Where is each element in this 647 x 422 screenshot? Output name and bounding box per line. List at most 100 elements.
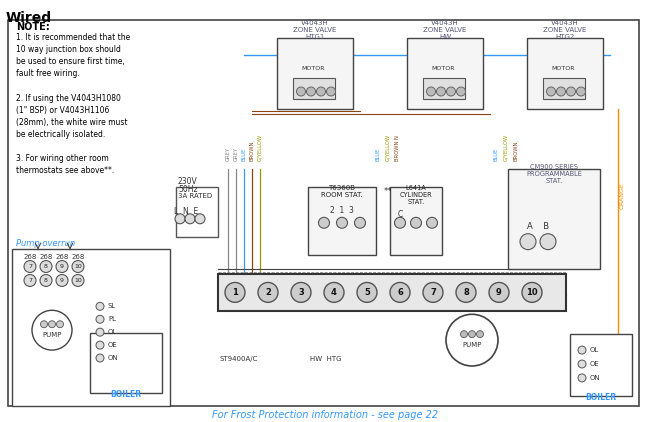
Text: N  E  L: N E L xyxy=(42,322,62,327)
Circle shape xyxy=(175,214,185,224)
Circle shape xyxy=(24,260,36,273)
Bar xyxy=(543,78,585,100)
Text: 7: 7 xyxy=(28,278,32,283)
Circle shape xyxy=(476,331,483,338)
Circle shape xyxy=(56,274,68,287)
Text: 3A RATED: 3A RATED xyxy=(178,193,212,199)
Circle shape xyxy=(316,87,325,96)
Text: 6: 6 xyxy=(397,288,403,297)
Bar xyxy=(176,187,218,237)
Bar xyxy=(527,38,603,109)
Circle shape xyxy=(72,260,84,273)
Text: C: C xyxy=(397,210,402,219)
Text: BLUE: BLUE xyxy=(494,148,498,161)
Text: V4043H
ZONE VALVE
HW: V4043H ZONE VALVE HW xyxy=(423,20,466,40)
Bar xyxy=(390,187,442,254)
Circle shape xyxy=(540,234,556,250)
Text: 9: 9 xyxy=(60,278,64,283)
Text: ST9400A/C: ST9400A/C xyxy=(220,356,258,362)
Text: PUMP: PUMP xyxy=(42,332,61,338)
Text: 10: 10 xyxy=(526,288,538,297)
Circle shape xyxy=(556,87,565,96)
Text: V4043H
ZONE VALVE
HTG2: V4043H ZONE VALVE HTG2 xyxy=(543,20,587,40)
Bar xyxy=(12,249,170,406)
Circle shape xyxy=(195,214,205,224)
Bar xyxy=(293,78,335,100)
Text: 10: 10 xyxy=(74,278,82,283)
Circle shape xyxy=(96,302,104,310)
Circle shape xyxy=(258,282,278,302)
Text: OL: OL xyxy=(590,347,599,353)
Circle shape xyxy=(410,217,421,228)
Circle shape xyxy=(296,87,305,96)
Text: 268: 268 xyxy=(39,254,52,260)
Circle shape xyxy=(426,87,435,96)
Circle shape xyxy=(318,217,329,228)
Circle shape xyxy=(446,314,498,366)
Circle shape xyxy=(40,274,52,287)
Circle shape xyxy=(390,282,410,302)
Text: 2: 2 xyxy=(265,288,271,297)
Text: SL: SL xyxy=(108,303,116,309)
Bar xyxy=(277,38,353,109)
Bar xyxy=(508,169,600,268)
Circle shape xyxy=(72,274,84,287)
Bar xyxy=(407,38,483,109)
Circle shape xyxy=(468,331,476,338)
Bar xyxy=(423,78,465,100)
Circle shape xyxy=(41,321,47,328)
Text: Wired: Wired xyxy=(6,11,52,25)
Text: 268: 268 xyxy=(71,254,85,260)
Circle shape xyxy=(578,374,586,382)
Text: ON: ON xyxy=(108,355,118,361)
Bar xyxy=(90,333,162,393)
Text: BROWN: BROWN xyxy=(250,141,254,161)
Text: 50Hz: 50Hz xyxy=(178,185,197,194)
Text: 4: 4 xyxy=(331,288,337,297)
Text: L641A
CYLINDER
STAT.: L641A CYLINDER STAT. xyxy=(400,185,432,205)
Circle shape xyxy=(49,321,56,328)
Text: MOTOR: MOTOR xyxy=(551,66,575,70)
Text: BLUE: BLUE xyxy=(375,148,380,161)
Text: A    B: A B xyxy=(527,222,549,231)
Circle shape xyxy=(32,310,72,350)
Circle shape xyxy=(567,87,575,96)
Circle shape xyxy=(96,354,104,362)
Circle shape xyxy=(327,87,336,96)
Text: MOTOR: MOTOR xyxy=(302,66,325,70)
Circle shape xyxy=(336,217,347,228)
Circle shape xyxy=(56,321,63,328)
Circle shape xyxy=(522,282,542,302)
Text: BROWN: BROWN xyxy=(514,141,518,161)
Text: For Frost Protection information - see page 22: For Frost Protection information - see p… xyxy=(212,410,438,420)
Circle shape xyxy=(291,282,311,302)
Text: 8: 8 xyxy=(463,288,469,297)
Text: 7: 7 xyxy=(430,288,436,297)
Circle shape xyxy=(489,282,509,302)
Text: **: ** xyxy=(384,187,392,196)
Text: 8: 8 xyxy=(44,278,48,283)
Circle shape xyxy=(576,87,586,96)
Text: L  N  E: L N E xyxy=(174,207,198,216)
Circle shape xyxy=(24,274,36,287)
Circle shape xyxy=(355,217,366,228)
Text: BROWN N: BROWN N xyxy=(395,135,400,161)
Circle shape xyxy=(578,346,586,354)
Circle shape xyxy=(457,87,465,96)
Text: PL: PL xyxy=(108,316,116,322)
Text: 230V: 230V xyxy=(178,177,198,186)
Circle shape xyxy=(96,341,104,349)
Circle shape xyxy=(437,87,446,96)
Text: BOILER: BOILER xyxy=(586,393,617,402)
Circle shape xyxy=(40,260,52,273)
Text: ON: ON xyxy=(590,375,600,381)
Text: HW  HTG: HW HTG xyxy=(310,356,342,362)
Circle shape xyxy=(324,282,344,302)
Text: 268: 268 xyxy=(23,254,37,260)
Circle shape xyxy=(395,217,406,228)
Text: NOTE:: NOTE: xyxy=(16,22,50,32)
Text: 1: 1 xyxy=(232,288,238,297)
Text: OE: OE xyxy=(108,342,118,348)
Bar xyxy=(308,187,376,254)
Circle shape xyxy=(520,234,536,250)
